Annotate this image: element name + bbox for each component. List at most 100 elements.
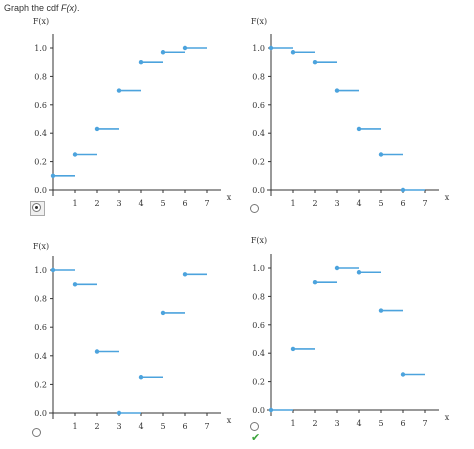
y-tick-label: 0.4 [34,129,47,138]
prompt-suffix: . [77,3,80,13]
option-b-radio[interactable] [250,204,259,213]
y-tick-label: 0.6 [34,323,47,332]
step-point [378,152,384,157]
y-tick-label: 0.6 [252,101,265,110]
x-tick-label: 3 [334,199,339,208]
option-c-radio[interactable] [32,428,41,437]
y-tick-label: 0.0 [252,186,265,195]
x-tick-label: 5 [160,422,165,431]
y-axis-label: F(x) [251,236,267,245]
step-point [290,346,296,352]
option-a-radio[interactable] [32,203,41,212]
step-point [138,60,144,65]
x-tick-label: 5 [160,199,165,208]
step-point [94,126,100,132]
step-point [160,50,166,55]
y-axis-label: F(x) [33,17,49,26]
step-point [116,88,122,93]
step-point [72,282,78,287]
prompt-text: Graph the cdf [4,3,62,13]
x-tick-label: 1 [72,422,77,431]
step-point [72,152,78,157]
cdf-chart-option-a: F(x) 0.0 0.2 0.4 0.6 0.8 1.0 1 2 3 4 5 6 7 x [33,17,232,208]
x-tick-label: 1 [290,199,295,208]
y-tick-label: 0.2 [34,380,47,389]
step-point [356,270,362,275]
x-tick-label: 5 [378,419,383,428]
cdf-chart-option-b: F(x) 0.0 0.2 0.4 0.6 0.8 1.0 1 2 3 4 5 6 7 x [251,17,450,208]
step-point [400,187,406,193]
x-tick-label: 2 [94,422,99,431]
checkmark-icon: ✔ [251,431,261,444]
y-tick-label: 0.2 [252,158,265,167]
x-tick-label: 6 [182,422,187,431]
x-tick-label: 1 [72,199,77,208]
y-tick-label: 0.0 [34,409,47,418]
step-point [94,349,100,354]
y-tick-label: 0.4 [34,352,47,361]
x-tick-label: 3 [116,199,121,208]
x-tick-label: 4 [138,422,143,431]
y-tick-label: 0.4 [252,129,265,138]
step-point [50,267,56,273]
x-tick-label: 7 [204,199,209,208]
option-d-radio[interactable] [250,422,259,431]
x-axis-label: x [445,413,450,422]
x-tick-label: 4 [138,199,143,208]
x-tick-label: 3 [334,419,339,428]
y-tick-label: 0.8 [34,72,47,81]
step-point [160,310,166,316]
step-point [182,45,188,51]
y-tick-label: 0.2 [252,378,265,387]
x-tick-label: 7 [422,199,427,208]
x-tick-label: 6 [182,199,187,208]
step-point [334,265,340,271]
y-tick-label: 0.0 [252,406,265,415]
y-tick-label: 0.4 [252,349,265,358]
y-tick-label: 1.0 [34,266,47,275]
x-tick-label: 4 [356,199,361,208]
x-tick-label: 4 [356,419,361,428]
y-tick-label: 0.8 [34,295,47,304]
step-point [290,50,296,55]
prompt-function: F(x) [61,3,78,13]
step-point [312,280,318,285]
y-tick-label: 1.0 [252,264,265,273]
x-tick-label: 1 [290,419,295,428]
x-tick-label: 7 [204,422,209,431]
question-prompt: Graph the cdf F(x). [4,3,80,13]
x-tick-label: 2 [312,199,317,208]
y-tick-label: 0.6 [252,321,265,330]
step-point [334,88,340,93]
x-tick-label: 7 [422,419,427,428]
step-point [400,372,406,377]
step-point [378,308,384,313]
y-axis-label: F(x) [251,17,267,26]
cdf-chart-option-d: F(x) 0.0 0.2 0.4 0.6 0.8 1.0 1 2 3 4 5 6 7 x [251,236,450,428]
x-tick-label: 2 [312,419,317,428]
step-point [312,60,318,65]
y-tick-label: 1.0 [34,44,47,53]
x-axis-label: x [227,193,232,202]
x-tick-label: 6 [400,419,405,428]
y-tick-label: 0.0 [34,186,47,195]
y-tick-label: 0.8 [252,292,265,301]
x-tick-label: 2 [94,199,99,208]
step-point [356,126,362,132]
y-tick-label: 0.8 [252,72,265,81]
x-tick-label: 3 [116,422,121,431]
x-tick-label: 6 [400,199,405,208]
y-tick-label: 0.2 [34,158,47,167]
x-axis-label: x [227,416,232,425]
x-axis-label: x [445,193,450,202]
cdf-chart-option-c: F(x) 0.0 0.2 0.4 0.6 0.8 1.0 1 2 3 4 5 6 7 x [33,242,232,431]
step-point [268,407,274,413]
step-point [138,375,144,380]
y-tick-label: 1.0 [252,44,265,53]
step-point [182,272,188,277]
y-tick-label: 0.6 [34,101,47,110]
step-point [50,173,56,178]
step-point [268,45,274,51]
y-axis-label: F(x) [33,242,49,251]
step-point [116,410,122,416]
